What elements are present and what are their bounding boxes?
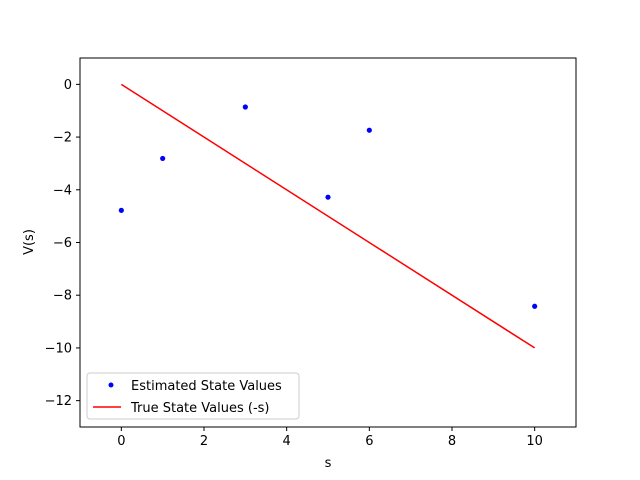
- legend-label-true: True State Values (-s): [130, 401, 270, 416]
- y-tick-label: −12: [45, 394, 72, 409]
- true-values-line: [120, 83, 536, 349]
- y-tick-label: −10: [45, 341, 72, 356]
- y-axis-label: V(s): [22, 229, 37, 255]
- y-tick-label: −2: [53, 131, 72, 146]
- y-tick-label: −4: [53, 183, 72, 198]
- legend-box: [86, 372, 300, 420]
- x-tick-label: 2: [200, 434, 208, 449]
- y-tick-label: −8: [53, 289, 72, 304]
- legend-marker-estimated: [108, 382, 114, 388]
- x-tick-label: 10: [526, 434, 543, 449]
- estimated-value-point: [325, 194, 331, 200]
- plot-area-frame: [79, 57, 577, 428]
- x-tick-label: 8: [448, 434, 456, 449]
- estimated-value-point: [532, 303, 538, 309]
- estimated-value-point: [160, 155, 166, 162]
- x-tick-label: 4: [283, 434, 291, 449]
- x-tick-label: 0: [117, 434, 125, 449]
- series-layer: [118, 83, 538, 349]
- estimated-value-point: [118, 207, 124, 213]
- y-tick-label: 0: [64, 78, 72, 93]
- legend-label-estimated: Estimated State Values: [131, 379, 282, 394]
- x-axis-label: s: [325, 456, 332, 471]
- legend: Estimated State Values True State Values…: [86, 372, 300, 420]
- y-tick-label: −6: [53, 236, 72, 251]
- estimated-value-point: [366, 127, 372, 133]
- y-axis-ticks: 0 −2 −4 −6 −8 −10 −12: [45, 78, 80, 409]
- x-tick-label: 6: [365, 434, 373, 449]
- x-axis-ticks: 0 2 4 6 8 10: [117, 427, 543, 449]
- estimated-value-point: [242, 104, 248, 110]
